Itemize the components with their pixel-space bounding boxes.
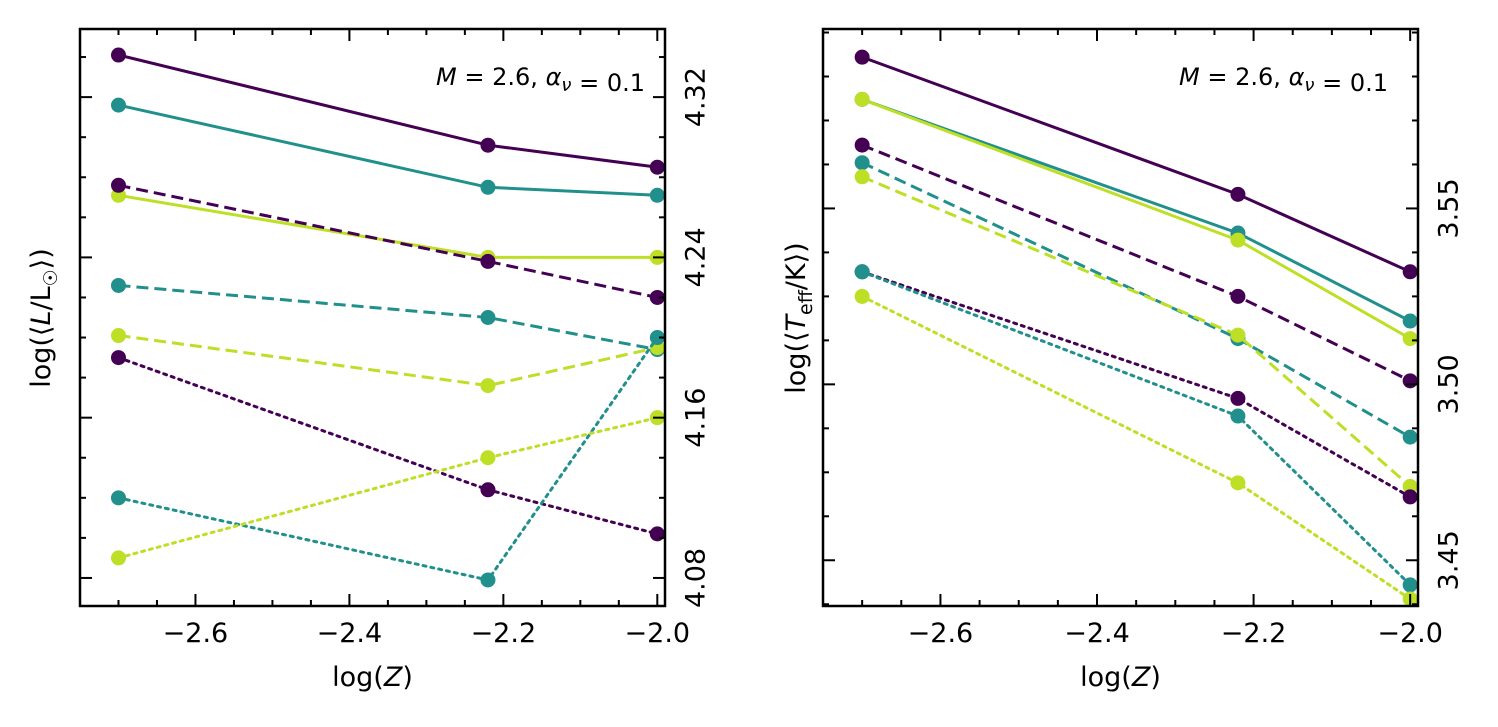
chart-1-series-6-line [860, 270, 1412, 499]
chart-1-y-axis-label: log(⟨Teff/K⟩) [781, 242, 817, 393]
chart-0-series-6-line [117, 356, 659, 536]
chart-0-series-6-point-1 [480, 482, 496, 498]
chart-1-series-8-point-0 [854, 288, 870, 304]
chart-1-series-3-point-0 [854, 137, 870, 153]
chart-1-series-2-point-1 [1230, 232, 1246, 248]
chart-0-x-axis-label: log(Z) [332, 662, 413, 693]
chart-1-series-2-point-0 [854, 91, 870, 107]
chart-0-y-tick-label: 4.24 [681, 227, 712, 287]
chart-0-series-5-line [118, 334, 658, 388]
chart-1-x-tick-label: −2.2 [1221, 618, 1287, 649]
chart-0-y-tick-label: 4.32 [681, 67, 712, 127]
chart-1-series-7-line [860, 270, 1412, 587]
chart-0-x-tick-label: −2.0 [625, 618, 691, 649]
chart-0-series-7-point-1 [480, 572, 496, 588]
chart-0-series-7-point-0 [110, 490, 126, 506]
chart-1-x-tick-label: −2.6 [908, 618, 974, 649]
chart-1-series-6-point-1 [1230, 390, 1246, 406]
chart-1-series-5-line [861, 175, 1412, 488]
chart-0-series-8-line [117, 416, 659, 560]
chart-1-series-7-point-0 [854, 264, 870, 280]
temperature-panel: −2.6 −2.4 −2.2 −2.0 3.45 3.50 3.55 M = 2.6, αν … [781, 27, 1465, 693]
chart-0-series-3-point-1 [480, 253, 496, 269]
chart-0-y-axis-label: log(⟨L/L☉⟩) [26, 248, 62, 388]
chart-0-series-5-point-0 [110, 328, 126, 344]
chart-1-series-1-line [861, 97, 1411, 323]
chart-1-series-0-point-0 [854, 49, 870, 65]
chart-0-series-0-point-0 [110, 47, 126, 63]
chart-0-series-7-line [117, 336, 659, 582]
chart-1-x-tick-label: −2.0 [1377, 618, 1443, 649]
chart-0-series-4-point-1 [480, 310, 496, 325]
chart-0-series-7-point-2 [649, 330, 665, 346]
chart-0-series-1-point-2 [649, 187, 665, 203]
chart-0-annotation: M = 2.6, αν = 0.1 [436, 63, 645, 97]
chart-0-y-tick-label: 4.16 [681, 388, 712, 448]
chart-1-y-tick-label: 3.50 [1434, 354, 1465, 414]
chart-0-series-8-point-0 [110, 550, 126, 566]
chart-0-series-4-line [118, 283, 658, 352]
chart-0-y-tick-label: 4.08 [681, 548, 712, 608]
chart-0-series-3-line [118, 183, 658, 299]
chart-1-series-7-point-1 [1230, 408, 1246, 424]
chart-1-annotation: M = 2.6, αν = 0.1 [1179, 63, 1388, 97]
chart-0-frame [78, 27, 667, 608]
chart-0-series-4-point-0 [110, 277, 126, 293]
chart-0-series-6-point-0 [110, 350, 126, 366]
chart-0-x-tick-label: −2.2 [471, 618, 537, 649]
chart-1-x-tick-label: −2.4 [1064, 618, 1130, 649]
chart-1-series-4-point-2 [1402, 429, 1418, 445]
chart-0-series-1-point-0 [110, 97, 126, 113]
luminosity-panel: −2.6 −2.4 −2.2 −2.0 4.08 4.16 4.24 4.32 M = 2.6,… [26, 27, 712, 693]
chart-0-series-0-point-2 [649, 159, 665, 175]
chart-1-y-tick-label: 3.55 [1434, 178, 1465, 238]
chart-0-x-tick-label: −2.6 [163, 618, 229, 649]
chart-1-series-1-point-2 [1402, 313, 1418, 329]
chart-1-series-3-line [861, 143, 1411, 383]
chart-0-series-3-point-2 [649, 289, 665, 305]
chart-1-series-5-point-2 [1402, 478, 1418, 494]
chart-0-series-5-point-1 [480, 378, 496, 394]
chart-0-series-2-line [118, 193, 658, 259]
chart-0-series-8-point-1 [480, 450, 496, 466]
chart-1-series-2-point-2 [1402, 331, 1418, 347]
chart-1-series-5-point-0 [854, 169, 870, 185]
chart-1-y-tick-label: 3.45 [1434, 530, 1465, 590]
chart-0-series-3-point-0 [110, 177, 126, 193]
chart-1-series-8-point-1 [1230, 475, 1246, 491]
chart-0-series-1-line [118, 103, 658, 197]
chart-1-series-0-point-1 [1230, 186, 1246, 202]
chart-1-series-3-point-1 [1230, 288, 1246, 304]
chart-0-series-1-point-1 [480, 179, 496, 195]
chart-1-series-0-point-2 [1402, 264, 1418, 280]
chart-0-series-6-point-2 [649, 526, 665, 542]
chart-1-x-axis-label: log(Z) [1080, 662, 1161, 693]
chart-1-series-5-point-1 [1230, 327, 1246, 343]
chart-0-series-0-point-1 [480, 137, 496, 153]
chart-1-series-4-point-0 [854, 155, 870, 171]
chart-1-series-7-point-2 [1402, 577, 1418, 593]
chart-0-x-tick-label: −2.4 [317, 618, 383, 649]
chart-1-series-6-point-2 [1402, 489, 1418, 505]
chart-1-series-3-point-2 [1402, 373, 1418, 389]
chart-1-frame [821, 27, 1420, 608]
